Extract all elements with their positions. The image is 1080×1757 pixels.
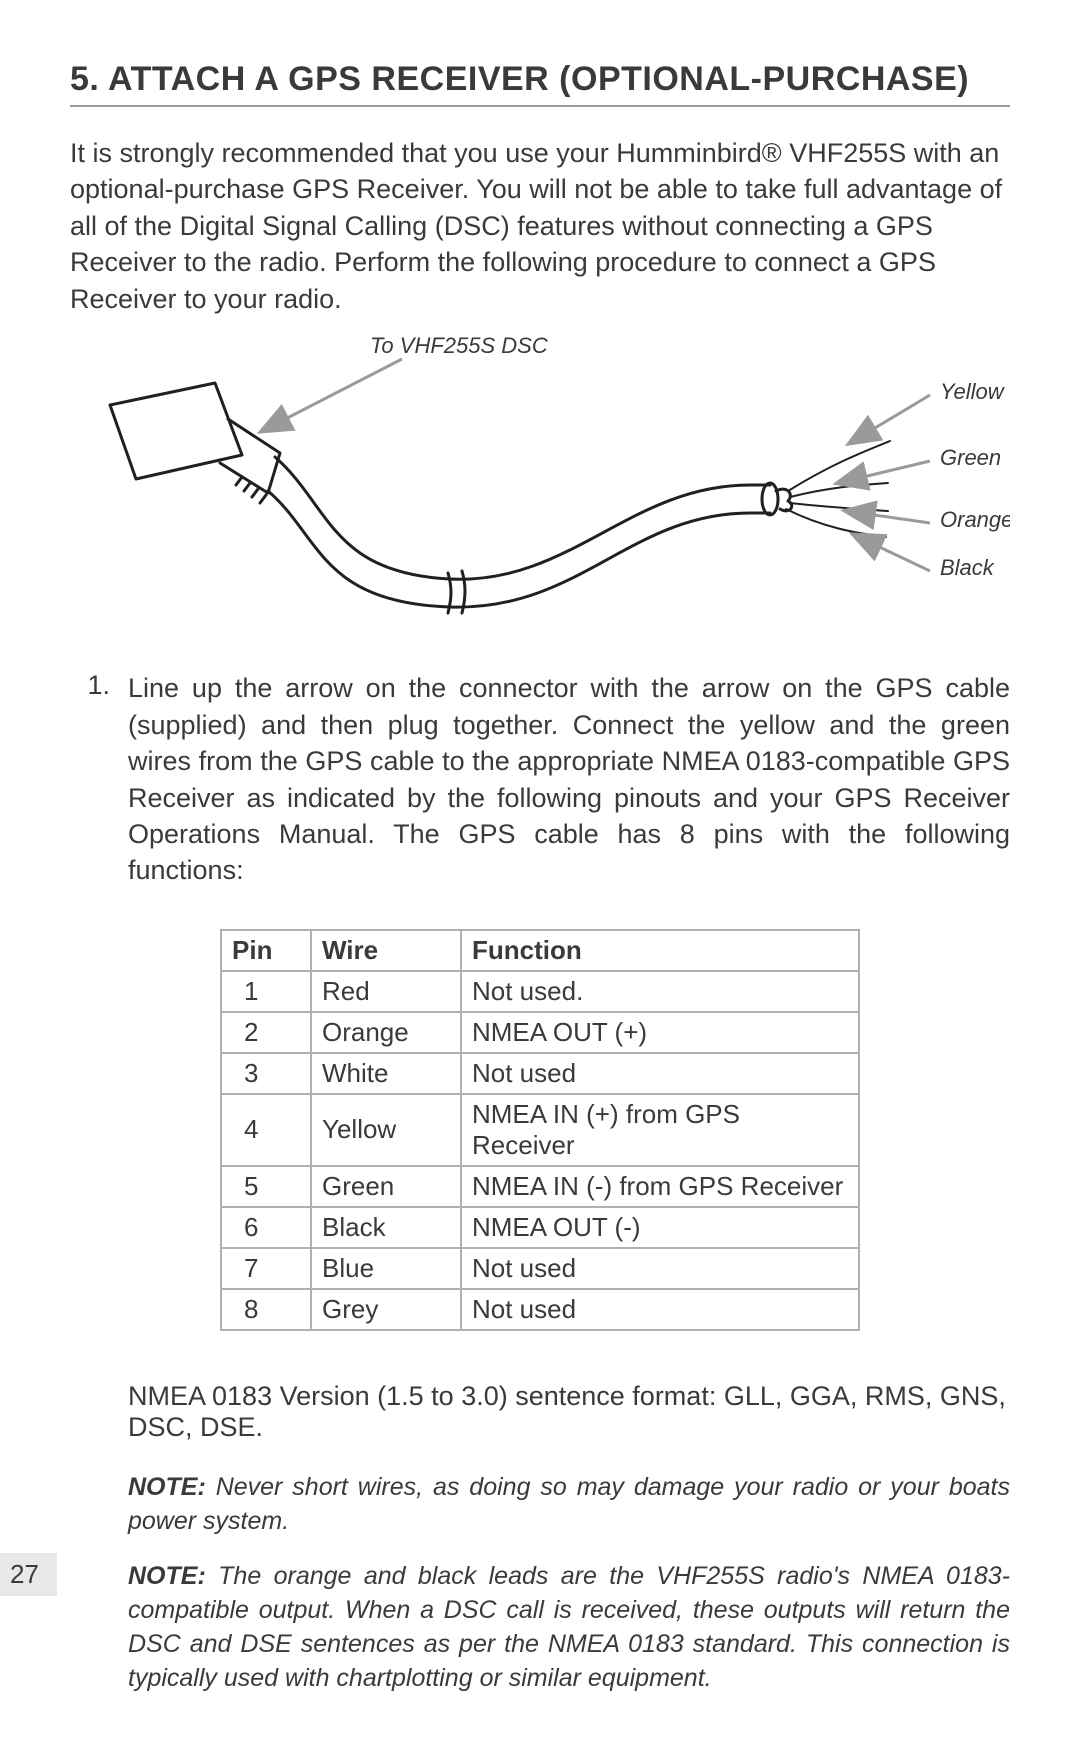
cell-wire: Red [311,971,461,1012]
sentence-format: NMEA 0183 Version (1.5 to 3.0) sentence … [128,1381,1010,1443]
table-row: 6BlackNMEA OUT (-) [221,1207,859,1248]
note-text: The orange and black leads are the VHF25… [128,1562,1010,1691]
cell-function: Not used. [461,971,859,1012]
table-row: 5GreenNMEA IN (-) from GPS Receiver [221,1166,859,1207]
note-label: NOTE: [128,1562,206,1590]
cell-wire: Blue [311,1248,461,1289]
note-2: NOTE: The orange and black leads are the… [128,1560,1010,1695]
table-row: 3WhiteNot used [221,1053,859,1094]
note-label: NOTE: [128,1473,206,1501]
cell-function: Not used [461,1053,859,1094]
section-title: 5. ATTACH A GPS RECEIVER (OPTIONAL-PURCH… [70,60,1010,107]
step-number: 1. [70,670,128,889]
cell-wire: Green [311,1166,461,1207]
note-1: NOTE: Never short wires, as doing so may… [128,1471,1010,1539]
col-function: Function [461,930,859,971]
cell-function: Not used [461,1289,859,1330]
cell-pin: 2 [221,1012,311,1053]
col-pin: Pin [221,930,311,971]
svg-text:Green: Green [940,445,1001,470]
svg-text:Orange: Orange [940,507,1010,532]
cell-pin: 7 [221,1248,311,1289]
table-row: 2OrangeNMEA OUT (+) [221,1012,859,1053]
cell-function: NMEA IN (+) from GPS Receiver [461,1094,859,1166]
note-text: Never short wires, as doing so may damag… [128,1473,1010,1535]
cell-wire: Black [311,1207,461,1248]
cell-pin: 5 [221,1166,311,1207]
table-row: 1RedNot used. [221,971,859,1012]
cell-pin: 6 [221,1207,311,1248]
cell-wire: Grey [311,1289,461,1330]
svg-text:Yellow: Yellow [940,379,1006,404]
table-row: 8GreyNot used [221,1289,859,1330]
cell-wire: White [311,1053,461,1094]
cell-function: NMEA OUT (+) [461,1012,859,1053]
cell-function: NMEA IN (-) from GPS Receiver [461,1166,859,1207]
cable-diagram: To VHF255S DSC Yellow Green Orange Black [70,335,1010,640]
cell-wire: Yellow [311,1094,461,1166]
step-text: Line up the arrow on the connector with … [128,670,1010,889]
step-1: 1. Line up the arrow on the connector wi… [70,670,1010,889]
svg-text:Black: Black [940,555,995,580]
table-row: 4YellowNMEA IN (+) from GPS Receiver [221,1094,859,1166]
svg-text:To VHF255S DSC: To VHF255S DSC [370,335,548,358]
cell-function: NMEA OUT (-) [461,1207,859,1248]
page-number: 27 [0,1553,57,1596]
pinout-table: Pin Wire Function 1RedNot used.2OrangeNM… [220,929,860,1331]
cell-pin: 4 [221,1094,311,1166]
cell-function: Not used [461,1248,859,1289]
cell-wire: Orange [311,1012,461,1053]
cell-pin: 3 [221,1053,311,1094]
table-row: 7BlueNot used [221,1248,859,1289]
col-wire: Wire [311,930,461,971]
section-intro: It is strongly recommended that you use … [70,135,1010,317]
cell-pin: 8 [221,1289,311,1330]
cell-pin: 1 [221,971,311,1012]
table-header-row: Pin Wire Function [221,930,859,971]
